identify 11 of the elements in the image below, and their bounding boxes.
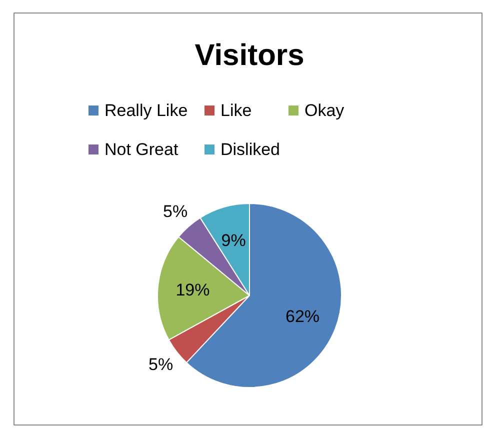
data-label: 5% xyxy=(162,202,188,221)
data-label: 5% xyxy=(148,354,174,374)
data-label: 62% xyxy=(286,307,320,326)
legend-label: Like xyxy=(220,101,252,120)
chart-title: Visitors xyxy=(194,39,304,72)
legend-label: Not Great xyxy=(104,140,178,159)
legend-label: Okay xyxy=(304,101,345,120)
legend-label: Disliked xyxy=(220,140,280,159)
data-label: 9% xyxy=(221,231,246,250)
legend-label: Really Like xyxy=(104,101,188,120)
data-label: 19% xyxy=(176,280,210,300)
